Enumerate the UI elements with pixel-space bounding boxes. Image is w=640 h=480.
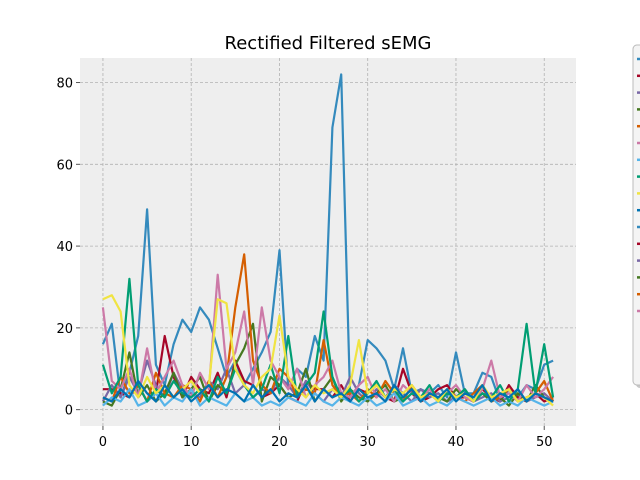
- y-tick-label: 60: [56, 158, 73, 173]
- y-tick-label: 40: [56, 240, 73, 255]
- x-tick-label: 30: [359, 435, 376, 450]
- x-tick-label: 0: [99, 435, 107, 450]
- chart-title: Rectified Filtered sEMG: [225, 33, 432, 54]
- legend: [632, 44, 640, 388]
- x-axis: 0 10 20 30 40 50: [99, 426, 553, 450]
- series-line-8: [101, 277, 555, 403]
- series-line-5: [102, 253, 555, 403]
- x-tick-label: 20: [271, 435, 288, 450]
- series-line-1: [101, 73, 554, 403]
- legend-entries: [637, 57, 640, 313]
- series-line-3: [101, 359, 554, 403]
- y-tick-label: 80: [56, 77, 73, 92]
- y-tick-label: 0: [65, 404, 73, 419]
- series-line-7: [102, 388, 554, 407]
- x-tick-label: 10: [183, 435, 200, 450]
- series-group: [101, 73, 555, 407]
- x-tick-label: 50: [536, 435, 553, 450]
- legend-box: [632, 44, 640, 386]
- x-tick-label: 40: [448, 435, 465, 450]
- y-tick-label: 20: [56, 322, 73, 337]
- y-axis: 0 20 40 60 80: [56, 77, 80, 419]
- series-line-10: [102, 379, 554, 403]
